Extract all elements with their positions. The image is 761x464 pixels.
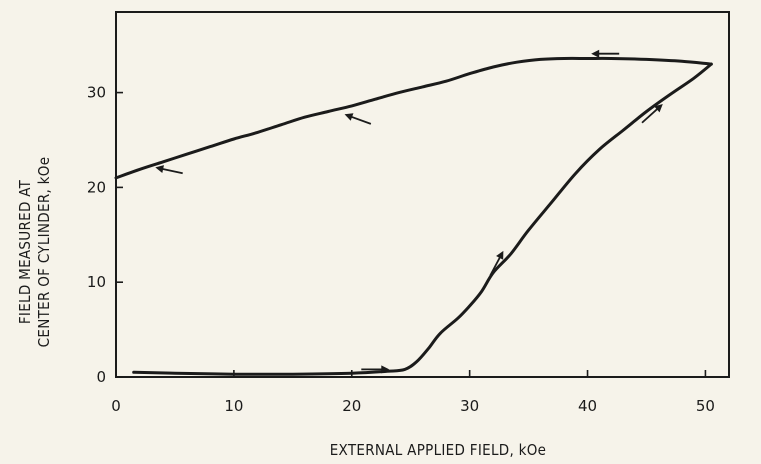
x-tick-label: 20 bbox=[342, 397, 361, 415]
x-tick-label: 40 bbox=[578, 397, 597, 415]
y-tick-label: 0 bbox=[96, 368, 106, 386]
direction-arrow bbox=[591, 49, 620, 58]
series-line-decreasing bbox=[114, 56, 713, 180]
x-tick-label: 30 bbox=[460, 397, 479, 415]
direction-arrow bbox=[344, 113, 372, 125]
x-axis-title: EXTERNAL APPLIED FIELD, kOe bbox=[330, 441, 547, 459]
y-tick-label: 20 bbox=[87, 178, 106, 196]
direction-arrow bbox=[489, 250, 504, 276]
y-axis-title-line-2: CENTER OF CYLINDER, kOe bbox=[35, 157, 53, 348]
series-layer bbox=[114, 56, 713, 376]
x-tick-label: 10 bbox=[224, 397, 243, 415]
y-tick-label: 30 bbox=[87, 84, 106, 102]
plot-frame bbox=[115, 11, 730, 378]
x-tick-label: 50 bbox=[696, 397, 715, 415]
arrow-layer bbox=[155, 49, 663, 374]
x-tick-label: 0 bbox=[111, 397, 121, 415]
direction-arrow bbox=[361, 365, 390, 374]
y-tick-label: 10 bbox=[87, 273, 106, 291]
axis-ticks: 0 10 20 30 40 50 0 10 20 30 bbox=[87, 84, 715, 415]
series-line-increasing bbox=[132, 62, 713, 376]
y-axis-title-line-1: FIELD MEASURED AT bbox=[16, 179, 34, 324]
direction-arrow bbox=[155, 165, 183, 175]
direction-arrow bbox=[641, 104, 663, 124]
